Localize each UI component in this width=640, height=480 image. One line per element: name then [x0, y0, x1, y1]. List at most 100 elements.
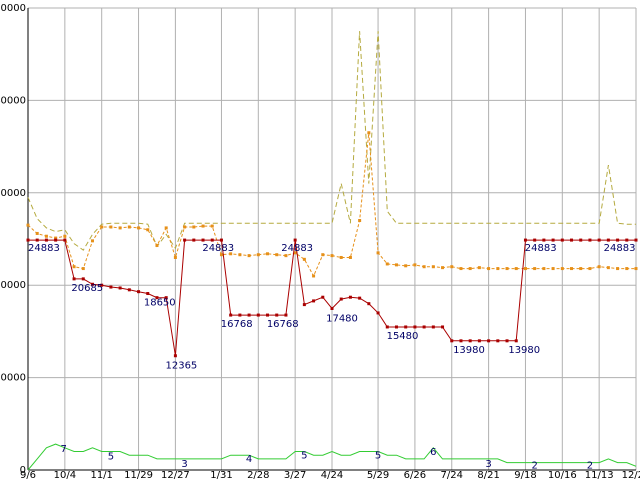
series-avg-marker [606, 266, 610, 270]
series-avg-marker [192, 225, 196, 229]
series-price-marker [477, 339, 481, 343]
x-tick-label: 11/1 [90, 470, 112, 480]
series-price-marker [606, 238, 610, 242]
series-avg-marker [450, 265, 454, 269]
x-tick-label: 12/20 [622, 470, 640, 480]
series-avg-marker [183, 225, 187, 229]
price-value-label: 16768 [267, 319, 299, 330]
series-price-marker [26, 238, 30, 242]
x-tick-label: 10/16 [548, 470, 577, 480]
series-avg-marker [247, 254, 251, 258]
series-price-marker [312, 299, 316, 303]
series-price-marker [413, 325, 417, 329]
series-price-marker [321, 295, 325, 299]
series-avg-marker [173, 255, 177, 259]
count-value-label: 3 [485, 459, 491, 470]
series-avg-marker [441, 266, 445, 270]
series-price-marker [551, 238, 555, 242]
price-value-label: 15480 [387, 331, 419, 342]
series-avg-marker [284, 254, 288, 258]
series-price-marker [542, 238, 546, 242]
price-value-label: 24883 [281, 243, 313, 254]
x-tick-label: 3/27 [284, 470, 306, 480]
series-avg-marker [266, 252, 270, 256]
series-price-marker [459, 339, 463, 343]
count-value-label: 7 [60, 444, 66, 455]
series-price-marker [90, 282, 94, 286]
series-price-marker [164, 296, 168, 300]
x-tick-label: 12/27 [161, 470, 190, 480]
series-price-marker [570, 238, 574, 242]
series-avg-marker [505, 267, 509, 271]
series-avg-marker [321, 253, 325, 257]
series-avg-marker [201, 224, 205, 228]
series-price-marker [394, 325, 398, 329]
x-tick-label: 7/24 [441, 470, 463, 480]
series-price-marker [625, 238, 629, 242]
series-price-marker [293, 238, 297, 242]
price-value-label: 13980 [453, 345, 485, 356]
series-avg-marker [634, 267, 638, 271]
price-value-label: 17480 [326, 313, 358, 324]
y-axis-labels: 0 10000 20000 30000 40000 50000 [0, 3, 26, 476]
series-avg-marker [35, 231, 39, 235]
series-price-marker [487, 339, 491, 343]
series-avg-marker [90, 239, 94, 243]
series-avg-marker [358, 219, 362, 223]
series-avg-marker [542, 267, 546, 271]
series-price-marker [505, 339, 509, 343]
series-avg-marker [487, 267, 491, 271]
price-value-label: 12365 [165, 361, 197, 372]
value-labels: 24883 20685 18650 12365 24883 16768 16768 24883… [28, 243, 635, 472]
series-price-marker [376, 311, 380, 315]
x-tick-label: 10/4 [54, 470, 76, 480]
count-value-label: 4 [246, 454, 252, 465]
series-avg-marker [560, 267, 564, 271]
series-price-marker [201, 238, 205, 242]
series-avg-marker [109, 225, 113, 229]
y-tick-label: 40000 [0, 95, 26, 106]
series-avg-marker [312, 274, 316, 278]
series-avg-marker [293, 251, 297, 255]
x-axis-labels: 9/6 10/4 11/1 11/29 12/27 1/31 2/28 3/27 4/24 5/2… [20, 470, 640, 480]
y-tick-label: 50000 [0, 3, 26, 14]
series-avg-marker [302, 257, 306, 261]
series-price-marker [348, 295, 352, 299]
count-value-label: 5 [108, 452, 114, 463]
series-avg-marker [146, 228, 150, 232]
series-avg-marker [100, 225, 104, 229]
series-price-marker [579, 238, 583, 242]
series-price-marker [127, 288, 131, 292]
series-price-marker [266, 313, 270, 317]
series-price-marker [109, 285, 113, 289]
series-avg-marker [588, 267, 592, 271]
series-avg-marker [256, 253, 260, 257]
series-price-marker [35, 238, 39, 242]
x-tick-label: 9/6 [20, 470, 36, 480]
series-price-marker [302, 303, 306, 307]
series-price-marker [210, 238, 214, 242]
series-price-marker [44, 238, 48, 242]
series-price-marker [468, 339, 472, 343]
series-price-marker [81, 277, 85, 281]
series-avg-marker [625, 267, 629, 271]
count-value-label: 5 [301, 451, 307, 462]
series-avg-marker [523, 267, 527, 271]
series-price-marker [533, 238, 537, 242]
series-price-marker [597, 238, 601, 242]
series-price-marker [238, 313, 242, 317]
series-avg-marker [533, 267, 537, 271]
series-price-marker [100, 283, 104, 287]
series-avg-marker [496, 267, 500, 271]
series-avg-marker [579, 267, 583, 271]
x-tick-label: 4/24 [321, 470, 343, 480]
count-value-label: 6 [430, 447, 436, 458]
series-price-marker [137, 290, 141, 294]
series-avg-marker [348, 255, 352, 259]
count-value-label: 2 [531, 461, 537, 472]
price-value-label: 24883 [525, 243, 557, 254]
series-price-marker [256, 313, 260, 317]
series-avg-marker [551, 267, 555, 271]
x-tick-label: 11/13 [585, 470, 614, 480]
